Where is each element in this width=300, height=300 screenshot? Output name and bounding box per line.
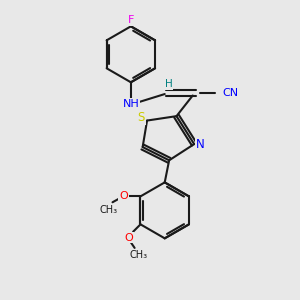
Text: NH: NH xyxy=(122,99,139,110)
Text: CH₃: CH₃ xyxy=(130,250,148,260)
Text: O: O xyxy=(124,232,133,243)
Text: CH₃: CH₃ xyxy=(99,205,117,214)
Text: F: F xyxy=(128,15,134,26)
Text: N: N xyxy=(196,138,204,151)
Text: O: O xyxy=(119,191,128,201)
Text: H: H xyxy=(165,79,172,89)
Text: CN: CN xyxy=(222,88,238,98)
Text: S: S xyxy=(137,111,145,124)
